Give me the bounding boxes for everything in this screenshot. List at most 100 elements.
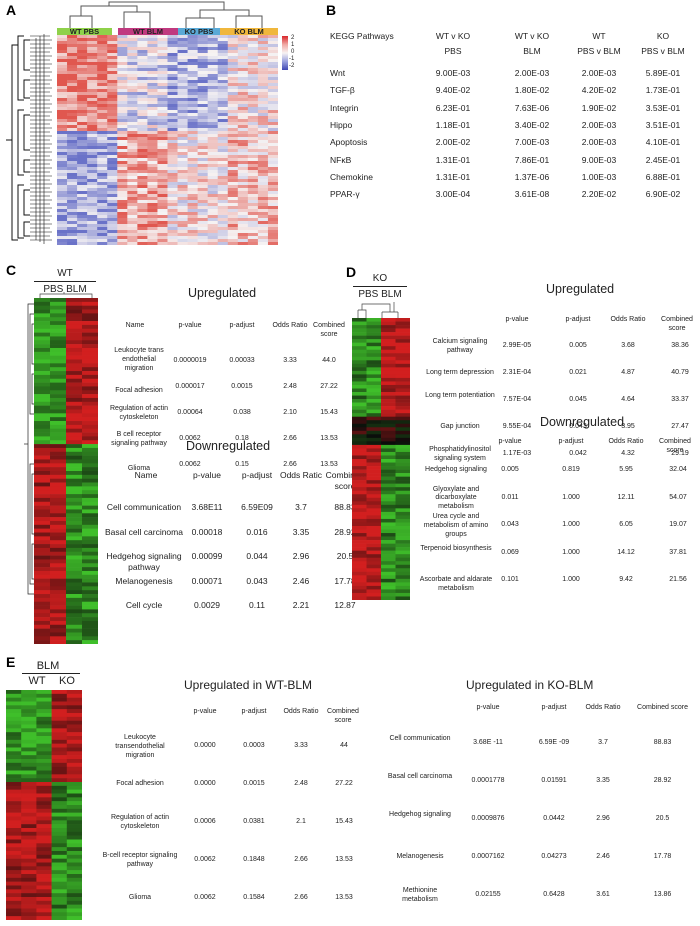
heatmap-cell (6, 851, 22, 856)
table-header: p-value (476, 704, 500, 711)
heatmap-cell (197, 203, 208, 207)
c-col-dendrogram (39, 292, 93, 298)
heatmap-cell (117, 164, 128, 168)
heatmap-cell (87, 98, 98, 102)
heatmap-cell (267, 239, 278, 243)
colorbar-tick: 1 (291, 42, 295, 48)
heatmap-cell (207, 194, 219, 198)
heatmap-cell (66, 528, 83, 533)
heatmap-cell (107, 47, 118, 51)
heatmap-cell (267, 134, 278, 138)
heatmap-cell (51, 697, 68, 702)
c-up-title: Upregulated (188, 286, 257, 300)
heatmap-cell (167, 65, 178, 69)
heatmap-cell (227, 41, 239, 45)
heatmap-cell (66, 893, 82, 898)
heatmap-cell (237, 221, 249, 225)
heatmap-cell (257, 113, 269, 117)
heatmap-cell (6, 908, 22, 913)
heatmap-cell (257, 89, 269, 93)
heatmap-cell (77, 152, 88, 156)
heatmap-cell (217, 98, 229, 102)
heatmap-cell (66, 413, 83, 418)
heatmap-cell (247, 62, 259, 66)
table-header: Odds Ratio (608, 438, 644, 445)
heatmap-cell (257, 41, 269, 45)
heatmap-cell (97, 188, 108, 192)
heatmap-cell (6, 816, 22, 821)
heatmap-cell (66, 340, 83, 345)
heatmap-cell (267, 140, 278, 144)
heatmap-cell (21, 782, 37, 787)
heatmap-cell (381, 332, 396, 336)
heatmap-cell (137, 95, 148, 99)
heatmap-cell (217, 44, 229, 48)
heatmap-cell (66, 305, 83, 310)
heatmap-cell (107, 242, 118, 245)
heatmap-cell (82, 359, 98, 364)
heatmap-cell (237, 119, 249, 123)
heatmap-cell (66, 321, 83, 326)
table-value: 1.000 (562, 493, 580, 501)
heatmap-cell (36, 747, 52, 752)
heatmap-cell (237, 116, 249, 120)
heatmap-cell (137, 47, 148, 51)
heatmap-cell (187, 44, 198, 48)
heatmap-cell (217, 233, 229, 237)
heatmap-cell (21, 701, 37, 706)
heatmap-cell (97, 212, 108, 216)
heatmap-cell (227, 95, 239, 99)
heatmap-cell (57, 218, 68, 222)
heatmap-cell (207, 80, 219, 84)
heatmap-cell (247, 236, 259, 240)
heatmap-cell (50, 528, 67, 533)
heatmap-cell (87, 83, 98, 87)
heatmap-cell (217, 158, 229, 162)
heatmap-cell (167, 38, 178, 42)
table-value: 0.11 (249, 600, 265, 610)
heatmap-cell (187, 230, 198, 234)
heatmap-cell (177, 59, 188, 63)
heatmap-cell (352, 487, 367, 492)
heatmap-cell (157, 140, 168, 144)
heatmap-cell (167, 167, 178, 171)
heatmap-cell (51, 916, 68, 920)
heatmap-cell (66, 509, 83, 514)
heatmap-cell (117, 122, 128, 126)
heatmap-cell (257, 185, 269, 189)
heatmap-cell (50, 409, 67, 414)
heatmap-cell (66, 309, 83, 314)
heatmap-cell (67, 59, 78, 63)
table-value: 19.07 (669, 521, 687, 528)
heatmap-cell (366, 335, 382, 340)
heatmap-cell (34, 505, 51, 510)
heatmap-cell (247, 161, 259, 165)
heatmap-cell (187, 221, 198, 225)
heatmap-cell (66, 421, 83, 426)
heatmap-cell (87, 146, 98, 150)
heatmap-cell (395, 592, 410, 597)
heatmap-cell (66, 690, 82, 695)
heatmap-cell (381, 483, 396, 488)
heatmap-cell (237, 89, 249, 93)
heatmap-cell (267, 185, 278, 189)
heatmap-cell (257, 38, 269, 42)
heatmap-cell (137, 221, 148, 225)
table-value: 0.00099 (191, 551, 223, 561)
heatmap-cell (57, 122, 68, 126)
heatmap-cell (6, 866, 22, 871)
heatmap-cell (366, 589, 382, 594)
heatmap-cell (267, 65, 278, 69)
heatmap-cell (167, 164, 178, 168)
heatmap-cell (157, 53, 168, 57)
heatmap-cell (117, 41, 128, 45)
pathway-name: Focal adhesion (116, 780, 164, 787)
heatmap-cell (87, 137, 98, 141)
heatmap-cell (247, 212, 259, 216)
heatmap-cell (117, 71, 128, 75)
heatmap-cell (36, 720, 52, 725)
table-value: 44.0 (322, 357, 336, 364)
heatmap-cell (227, 98, 239, 102)
heatmap-cell (34, 474, 51, 479)
heatmap-cell (34, 463, 51, 468)
